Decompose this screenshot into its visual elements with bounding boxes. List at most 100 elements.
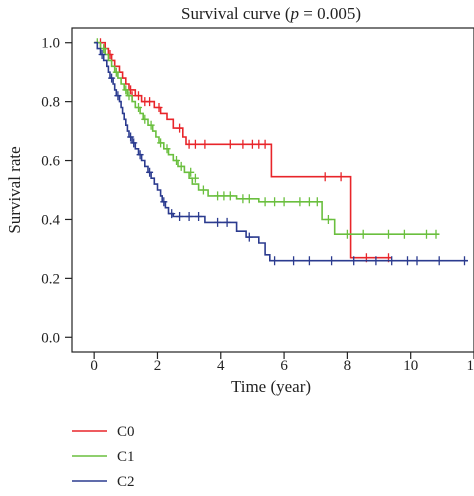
y-tick-label: 0.0 [41, 330, 60, 346]
censor-mark-c2 [108, 73, 116, 83]
censor-mark-c1 [100, 44, 108, 54]
censor-mark-c1 [214, 191, 222, 201]
censor-mark-c2 [114, 91, 122, 101]
censor-mark-c0 [201, 139, 209, 149]
censor-mark-c2 [223, 217, 231, 227]
censor-mark-c0 [176, 123, 184, 133]
plot-frame [71, 27, 474, 353]
censor-mark-c2 [404, 256, 411, 266]
series-layer [93, 38, 468, 266]
censor-mark-c1 [135, 103, 142, 112]
censor-mark-c1 [157, 138, 165, 148]
censor-mark-c1 [187, 167, 195, 177]
y-tick-label: 1.0 [41, 36, 60, 52]
censor-mark-c2 [305, 256, 313, 266]
legend-label-c2: C2 [117, 474, 135, 490]
x-tick-label: 2 [154, 358, 162, 374]
censor-mark-c1 [112, 67, 120, 77]
censor-mark-c1 [400, 229, 408, 239]
censor-mark-c0 [248, 139, 256, 149]
x-tick-label: 0 [90, 358, 98, 374]
censor-mark-c2 [130, 138, 138, 148]
censor-mark-c2 [461, 256, 468, 266]
y-tick-label: 0.6 [41, 154, 60, 170]
y-axis-title: Survival rate [5, 146, 24, 233]
censor-mark-c1 [125, 91, 133, 101]
censor-mark-c1 [245, 194, 253, 204]
censor-mark-c2 [214, 217, 222, 227]
censor-mark-c0 [135, 91, 142, 101]
censor-mark-c2 [435, 256, 443, 266]
x-axis: 0 2 4 6 8 10 12 [90, 352, 474, 374]
censor-mark-c1 [226, 191, 234, 201]
censor-mark-c2 [290, 256, 298, 266]
censor-mark-c1 [280, 197, 288, 207]
y-axis: 0.0 0.2 0.4 0.6 0.8 1.0 [41, 36, 72, 346]
censor-mark-c1 [305, 197, 313, 207]
censor-mark-c1 [296, 197, 304, 207]
censor-mark-c2 [350, 256, 358, 266]
censor-mark-c2 [136, 150, 144, 160]
censor-mark-c1 [385, 229, 392, 239]
censor-mark-c2 [127, 132, 135, 142]
censor-mark-c0 [226, 139, 234, 149]
censor-mark-c2 [195, 212, 203, 221]
censor-mark-c2 [388, 256, 396, 266]
x-axis-title: Time (year) [231, 377, 311, 396]
legend-label-c0: C0 [117, 424, 135, 440]
legend-label-c1: C1 [117, 449, 135, 465]
censor-mark-c0 [185, 139, 193, 149]
censor-mark-c2 [245, 232, 253, 242]
censor-mark-c0 [155, 103, 163, 112]
chart-title: Survival curve (p = 0.005) [181, 4, 361, 23]
chart-title-suffix: = 0.005) [299, 4, 361, 23]
x-tick-label: 4 [217, 358, 225, 374]
censor-mark-c1 [343, 229, 351, 239]
censor-mark-c0 [255, 139, 263, 149]
censor-mark-c0 [261, 139, 269, 149]
censor-mark-c2 [168, 209, 176, 219]
censor-mark-c1 [324, 215, 332, 224]
censor-mark-c2 [328, 256, 336, 266]
censor-mark-c1 [432, 229, 440, 239]
censor-mark-c1 [220, 191, 228, 201]
censor-mark-c1 [141, 114, 149, 124]
series-line-c2 [94, 41, 468, 262]
censor-mark-c0 [337, 172, 345, 182]
censor-mark-c2 [413, 256, 421, 266]
censor-mark-c1 [271, 197, 279, 207]
censor-mark-c0 [191, 139, 199, 149]
censor-mark-c1 [147, 120, 155, 130]
censor-mark-c1 [177, 161, 185, 171]
censor-mark-c2 [146, 167, 154, 177]
censor-mark-c2 [98, 50, 106, 59]
y-tick-label: 0.4 [41, 212, 60, 228]
legend: C0 C1 C2 [72, 424, 135, 490]
x-tick-label: 12 [467, 358, 474, 374]
censor-mark-c2 [160, 197, 168, 207]
censor-mark-c2 [372, 256, 380, 266]
censor-mark-c1 [122, 85, 130, 95]
y-tick-label: 0.8 [41, 95, 60, 111]
censor-mark-c1 [173, 156, 180, 165]
censor-mark-c0 [239, 139, 247, 149]
censor-mark-c2 [271, 256, 279, 266]
censor-mark-c2 [176, 212, 184, 221]
censor-mark-c0 [321, 172, 329, 182]
series-line-c1 [94, 41, 440, 235]
censor-mark-c1 [239, 194, 247, 204]
chart-title-p: p [290, 4, 300, 23]
censor-mark-c2 [185, 212, 193, 221]
censor-mark-c1 [423, 229, 430, 239]
chart-title-prefix: Survival curve ( [181, 4, 291, 23]
y-tick-label: 0.2 [41, 271, 60, 287]
censor-mark-c1 [163, 144, 171, 154]
censor-mark-c1 [359, 229, 367, 239]
x-tick-label: 8 [344, 358, 352, 374]
censor-mark-c1 [313, 197, 321, 207]
censor-mark-c1 [261, 197, 269, 207]
censor-mark-c1 [191, 173, 199, 183]
x-tick-label: 10 [403, 358, 418, 374]
censor-mark-c1 [199, 185, 207, 195]
